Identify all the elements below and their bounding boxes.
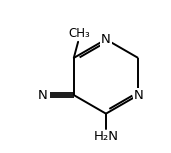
Text: N: N (38, 89, 48, 102)
Text: N: N (101, 33, 111, 46)
Text: H₂N: H₂N (94, 130, 119, 143)
Text: N: N (133, 89, 143, 102)
Text: CH₃: CH₃ (68, 27, 90, 40)
